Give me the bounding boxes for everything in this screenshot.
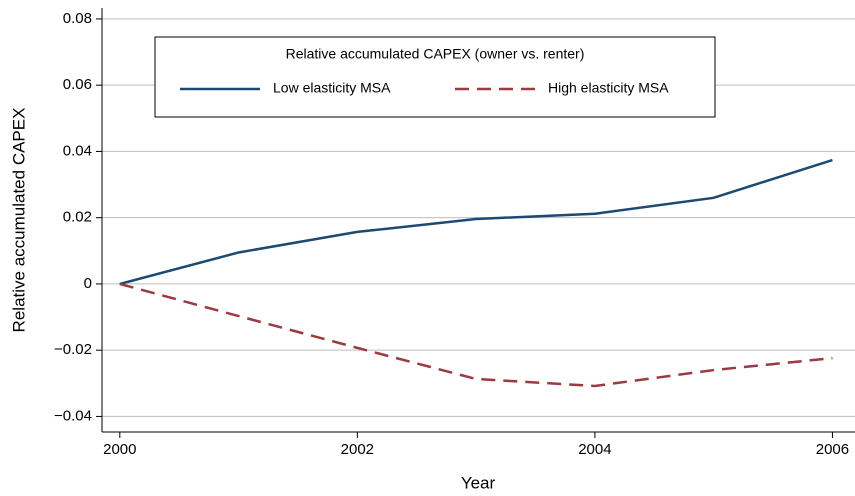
y-tick-label: 0.02 xyxy=(63,209,92,226)
y-tick-label: −0.04 xyxy=(54,407,92,424)
y-tick-label: 0.06 xyxy=(63,76,92,93)
legend-label: Low elasticity MSA xyxy=(273,80,391,96)
y-axis-label: Relative accumulated CAPEX xyxy=(9,108,28,333)
legend-title: Relative accumulated CAPEX (owner vs. re… xyxy=(286,46,585,62)
line-series xyxy=(119,282,833,388)
x-tick-label: 2004 xyxy=(578,441,611,458)
line-series xyxy=(119,158,833,286)
legend-label: High elasticity MSA xyxy=(548,80,669,96)
y-tick-label: 0 xyxy=(84,275,92,292)
y-tick-label: −0.02 xyxy=(54,341,92,358)
y-tick-label: 0.08 xyxy=(63,10,92,27)
x-tick-label: 2000 xyxy=(103,441,136,458)
legend-box xyxy=(154,36,716,118)
x-axis-label: Year xyxy=(461,473,496,492)
x-tick-label: 2006 xyxy=(816,441,849,458)
x-tick-label: 2002 xyxy=(341,441,374,458)
y-tick-label: 0.04 xyxy=(63,142,92,159)
